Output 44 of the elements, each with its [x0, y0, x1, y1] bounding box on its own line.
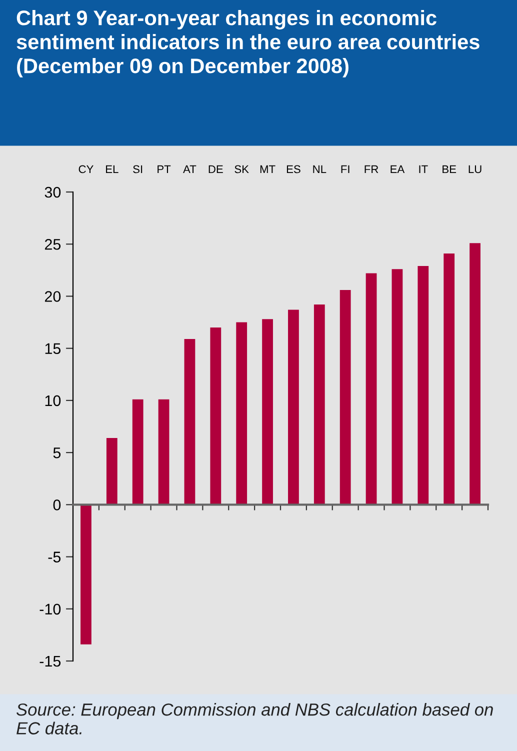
y-tick-label: 15: [45, 343, 61, 354]
x-tick-label: DE: [208, 165, 223, 174]
chart-title: Chart 9 Year-on-year changes in economic sentiment indicators in the euro area countries (December 09 on December 2008): [16, 10, 480, 78]
x-tick-label: BE: [442, 165, 456, 174]
bar: [314, 304, 325, 505]
source-note: Source: European Commission and NBS calculation based on EC data.: [16, 703, 493, 734]
bar: [184, 338, 196, 505]
bar: [366, 273, 377, 505]
y-tick-label: 0: [53, 500, 61, 510]
x-tick-label: MT: [260, 165, 276, 174]
bar: [210, 327, 222, 505]
x-tick-label: PT: [158, 165, 171, 174]
x-tick-label: EA: [390, 165, 405, 174]
x-tick-label: FI: [341, 165, 350, 174]
bar: [236, 322, 248, 505]
bar: [288, 310, 299, 505]
x-tick-label: ES: [286, 165, 300, 174]
bar: [340, 290, 351, 505]
y-tick-label: 5: [53, 448, 61, 458]
bar: [158, 399, 170, 505]
x-tick-label: SK: [234, 165, 249, 174]
bar: [132, 399, 144, 505]
y-tick-label: -15: [40, 656, 61, 667]
y-tick-label: 25: [44, 238, 61, 250]
x-tick-label: AT: [183, 165, 196, 174]
y-tick-label: -5: [48, 552, 61, 562]
bar: [418, 266, 429, 505]
bar: [262, 319, 273, 505]
bar: [470, 243, 480, 505]
x-tick-label: SI: [133, 165, 142, 174]
x-tick-label: EL: [106, 165, 118, 174]
bar: [444, 253, 455, 505]
y-tick-label: 10: [45, 395, 61, 406]
y-tick-label: -10: [40, 604, 61, 615]
bar: [106, 438, 118, 505]
bar: [80, 504, 92, 644]
x-tick-label: LU: [468, 165, 482, 174]
bar: [392, 269, 403, 505]
y-tick-label: 20: [44, 291, 61, 302]
x-tick-label: FR: [364, 165, 378, 174]
x-tick-label: IT: [419, 165, 428, 174]
y-tick-label: 30: [44, 186, 61, 198]
x-tick-label: CY: [78, 165, 94, 174]
x-tick-label: NL: [313, 165, 326, 174]
